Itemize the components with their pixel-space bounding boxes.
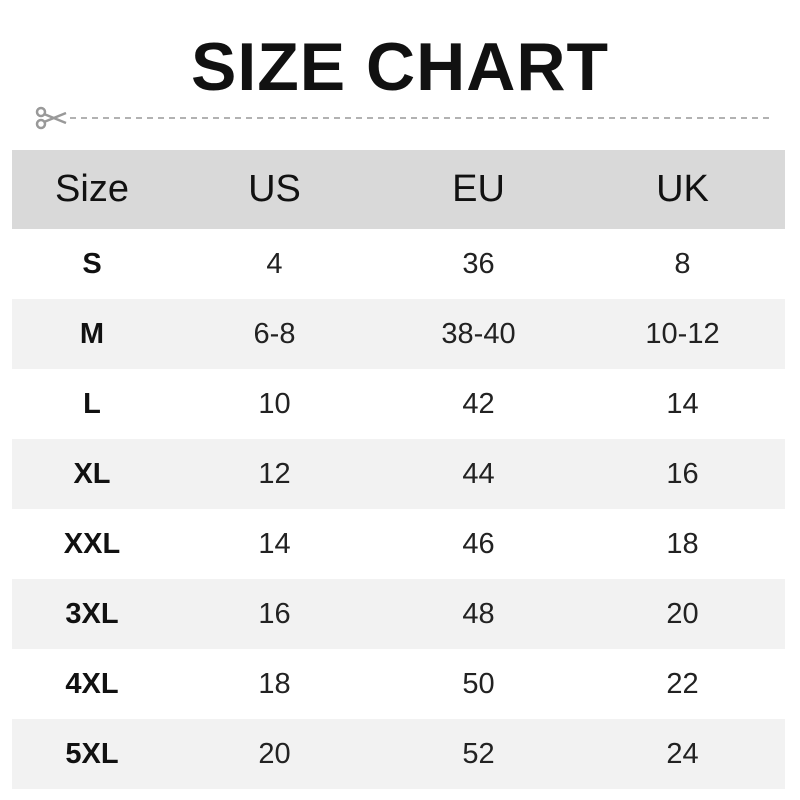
cell-eu: 36 [462,247,495,280]
cell-eu: 48 [462,597,495,630]
cell-size: XXL [63,527,121,560]
cell-uk: 14 [666,387,699,420]
cell-us: 6-8 [253,317,296,350]
cell-us: 12 [258,457,291,490]
cell-us: 16 [258,597,291,630]
cell-size: XL [73,457,111,490]
cell-size: L [83,387,101,420]
header-size: Size [55,168,129,210]
cell-uk: 8 [674,247,691,280]
table-row: XXL 14 46 18 [12,509,785,579]
header-us: US [248,168,301,210]
cell-us: 10 [258,387,291,420]
cell-eu: 52 [462,737,495,770]
table-row: XL 12 44 16 [12,439,785,509]
cell-uk: 16 [666,457,699,490]
cell-us: 18 [258,667,291,700]
cell-size: M [79,317,105,350]
cell-us: 4 [266,247,283,280]
table-row: 4XL 18 50 22 [12,649,785,719]
header-uk: UK [656,168,709,210]
cell-eu: 44 [462,457,495,490]
table-row: L 10 42 14 [12,369,785,439]
cell-size: 3XL [65,597,119,630]
cell-size: 5XL [65,737,119,770]
size-table: Size US EU UK S 4 36 8 M 6-8 38-40 10-12 L 10 42 14… [12,150,785,789]
page-title: SIZE CHART [191,29,609,105]
cell-eu: 50 [462,667,495,700]
table-row: S 4 36 8 [12,229,785,299]
cell-eu: 42 [462,387,495,420]
header-eu: EU [452,168,505,210]
table-row: 3XL 16 48 20 [12,579,785,649]
cut-line [34,106,769,130]
cell-uk: 20 [666,597,699,630]
cell-us: 20 [258,737,291,770]
cell-uk: 10-12 [645,317,720,350]
cell-uk: 18 [666,527,699,560]
cell-uk: 22 [666,667,699,700]
cell-uk: 24 [666,737,699,770]
cell-size: S [82,247,102,280]
table-row: M 6-8 38-40 10-12 [12,299,785,369]
cell-us: 14 [258,527,291,560]
cell-eu: 38-40 [441,317,516,350]
table-header-row: Size US EU UK [12,150,785,229]
table-row: 5XL 20 52 24 [12,719,785,789]
scissors-icon [35,106,67,130]
cell-size: 4XL [65,667,119,700]
cell-eu: 46 [462,527,495,560]
